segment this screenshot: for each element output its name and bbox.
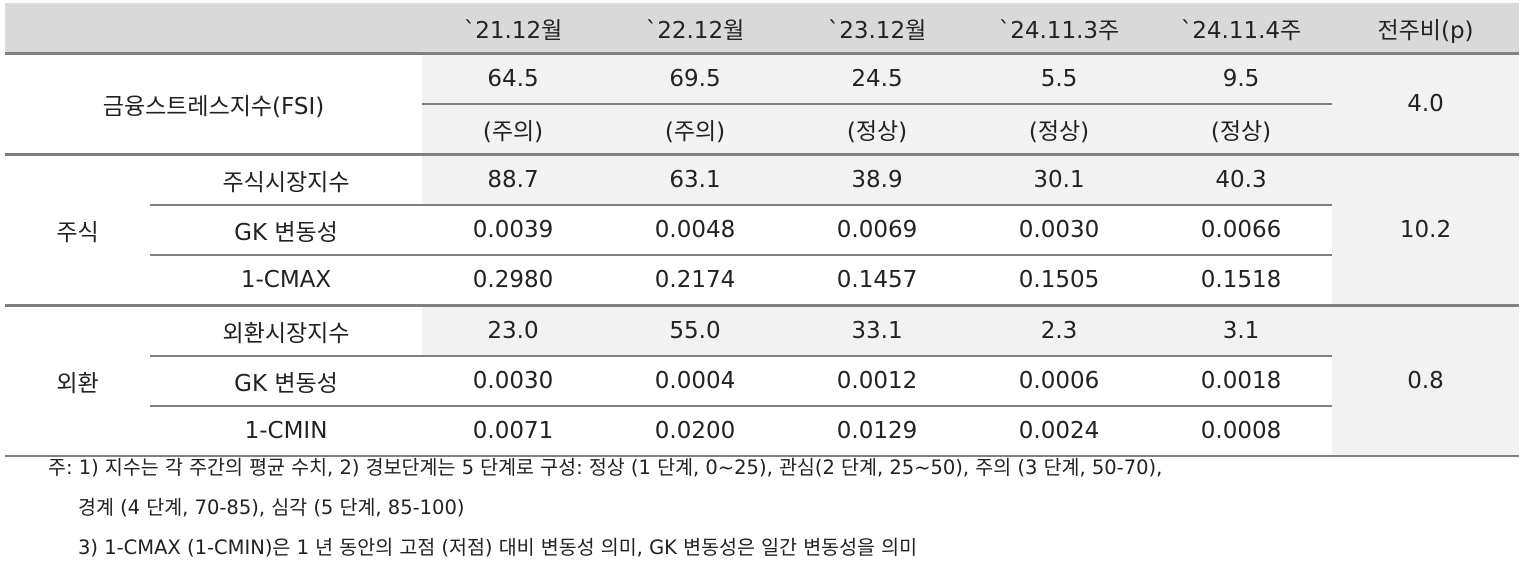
col-header: `21.12월 [422, 3, 604, 55]
cell-value: 0.0008 [1150, 406, 1332, 457]
fsi-level-row: (주의) (주의) (정상) (정상) (정상) [5, 104, 1519, 156]
cell-value: 0.0018 [1150, 356, 1332, 407]
cell-value: 33.1 [786, 305, 968, 357]
cell-value: 63.1 [604, 154, 786, 206]
cell-value: 0.0006 [968, 356, 1150, 407]
cell-value: 55.0 [604, 305, 786, 357]
col-header-change: 전주비(p) [1332, 3, 1519, 55]
col-header: `23.12월 [786, 3, 968, 55]
fsi-value: 69.5 [604, 53, 786, 105]
row-label: 1-CMIN [150, 406, 422, 457]
stock-index-row: 주식 주식시장지수 88.7 63.1 38.9 30.1 40.3 10.2 [5, 154, 1519, 307]
fx-gk-row: GK 변동성 0.0030 0.0004 0.0012 0.0006 0.001… [5, 356, 1519, 407]
stock-label: 주식 [5, 154, 150, 307]
stock-gk-row: GK 변동성 0.0039 0.0048 0.0069 0.0030 0.006… [5, 205, 1519, 256]
footnote-line: 경계 (4 단계, 70-85), 심각 (5 단계, 85-100) [78, 496, 465, 519]
stock-change: 10.2 [1332, 154, 1519, 307]
header-blank [5, 3, 422, 55]
cell-value: 0.0030 [422, 356, 604, 407]
stock-cmax-row: 1-CMAX 0.2980 0.2174 0.1457 0.1505 0.151… [5, 255, 1519, 307]
cell-value: 0.0069 [786, 205, 968, 256]
header-row: `21.12월 `22.12월 `23.12월 `24.11.3주 `24.11… [5, 3, 1519, 55]
fsi-value: 9.5 [1150, 53, 1332, 105]
fsi-level: (주의) [604, 104, 786, 156]
fx-label: 외환 [5, 305, 150, 457]
fsi-value: 24.5 [786, 53, 968, 105]
cell-value: 0.2174 [604, 255, 786, 307]
row-label: 주식시장지수 [150, 154, 422, 206]
fsi-level: (주의) [422, 104, 604, 156]
fsi-level: (정상) [1150, 104, 1332, 156]
fsi-value: 5.5 [968, 53, 1150, 105]
cell-value: 38.9 [786, 154, 968, 206]
col-header: `24.11.3주 [968, 3, 1150, 55]
cell-value: 0.1518 [1150, 255, 1332, 307]
cell-value: 0.0039 [422, 205, 604, 256]
footnote-line: 주: 1) 지수는 각 주간의 평균 수치, 2) 경보단계는 5 단계로 구성… [48, 456, 1163, 479]
cell-value: 0.0200 [604, 406, 786, 457]
row-label: 외환시장지수 [150, 305, 422, 357]
fsi-value-row: 금융스트레스지수(FSI) 64.5 69.5 24.5 5.5 9.5 4.0 [5, 53, 1519, 156]
row-label: 1-CMAX [150, 255, 422, 307]
cell-value: 23.0 [422, 305, 604, 357]
cell-value: 0.0066 [1150, 205, 1332, 256]
cell-value: 0.0048 [604, 205, 786, 256]
cell-value: 0.0030 [968, 205, 1150, 256]
cell-value: 88.7 [422, 154, 604, 206]
cell-value: 0.0024 [968, 406, 1150, 457]
fsi-label: 금융스트레스지수(FSI) [5, 53, 422, 156]
col-header: `24.11.4주 [1150, 3, 1332, 55]
cell-value: 0.0071 [422, 406, 604, 457]
cell-value: 2.3 [968, 305, 1150, 357]
col-header: `22.12월 [604, 3, 786, 55]
fx-change: 0.8 [1332, 305, 1519, 457]
cell-value: 0.2980 [422, 255, 604, 307]
fsi-level: (정상) [968, 104, 1150, 156]
cell-value: 0.1505 [968, 255, 1150, 307]
row-label: GK 변동성 [150, 356, 422, 407]
fsi-table: `21.12월 `22.12월 `23.12월 `24.11.3주 `24.11… [5, 3, 1519, 457]
cell-value: 0.1457 [786, 255, 968, 307]
fx-index-row: 외환 외환시장지수 23.0 55.0 33.1 2.3 3.1 0.8 [5, 305, 1519, 457]
fx-cmin-row: 1-CMIN 0.0071 0.0200 0.0129 0.0024 0.000… [5, 406, 1519, 457]
cell-value: 0.0012 [786, 356, 968, 407]
cell-value: 40.3 [1150, 154, 1332, 206]
cell-value: 0.0004 [604, 356, 786, 407]
footnotes: 주: 1) 지수는 각 주간의 평균 수치, 2) 경보단계는 5 단계로 구성… [48, 448, 1162, 568]
row-label: GK 변동성 [150, 205, 422, 256]
cell-value: 0.0129 [786, 406, 968, 457]
cell-value: 30.1 [968, 154, 1150, 206]
cell-value: 3.1 [1150, 305, 1332, 357]
fsi-value: 64.5 [422, 53, 604, 105]
footnote-line: 3) 1-CMAX (1-CMIN)은 1 년 동안의 고점 (저점) 대비 변… [78, 536, 918, 559]
fsi-change: 4.0 [1332, 53, 1519, 156]
fsi-level: (정상) [786, 104, 968, 156]
